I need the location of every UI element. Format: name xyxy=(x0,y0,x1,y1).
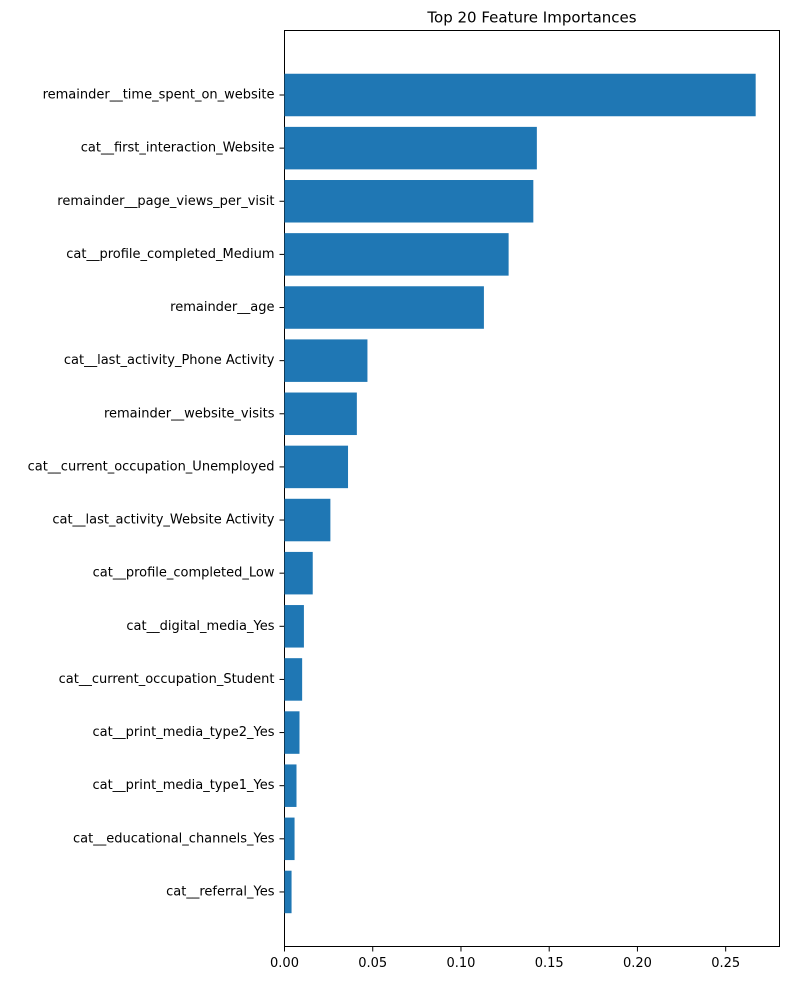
y-tick-label: cat__current_occupation_Student xyxy=(59,672,275,687)
bar xyxy=(284,711,300,754)
y-tick-label: cat__current_occupation_Unemployed xyxy=(28,459,275,474)
bar xyxy=(284,605,304,648)
bar xyxy=(284,180,534,223)
y-tick-label: cat__last_activity_Phone Activity xyxy=(64,353,275,368)
bar xyxy=(284,445,349,489)
bar xyxy=(284,126,537,170)
y-tick-label: cat__profile_completed_Low xyxy=(93,566,275,581)
bar xyxy=(284,73,756,117)
x-tick-label: 0.20 xyxy=(623,956,652,971)
y-tick-label: cat__referral_Yes xyxy=(166,884,275,899)
bar xyxy=(284,870,292,914)
bar xyxy=(284,498,331,542)
y-tick-label: remainder__website_visits xyxy=(104,406,275,421)
bar xyxy=(284,339,368,382)
x-tick-label: 0.05 xyxy=(358,956,387,971)
y-tick-label: cat__print_media_type1_Yes xyxy=(92,778,274,793)
y-tick-label: cat__profile_completed_Medium xyxy=(66,247,274,262)
y-tick-label: cat__last_activity_Website Activity xyxy=(52,513,274,528)
bar xyxy=(284,233,509,276)
bar xyxy=(284,817,295,861)
x-tick-label: 0.10 xyxy=(446,956,475,971)
plot-frame xyxy=(284,30,780,947)
bar xyxy=(284,658,303,701)
bar xyxy=(284,764,297,807)
y-tick-label: remainder__age xyxy=(170,300,274,315)
y-tick-label: remainder__time_spent_on_website xyxy=(43,88,275,103)
y-tick-label: cat__first_interaction_Website xyxy=(81,141,275,156)
x-tick-label: 0.15 xyxy=(535,956,564,971)
y-tick-label: cat__educational_channels_Yes xyxy=(73,831,275,846)
y-tick-label: cat__digital_media_Yes xyxy=(126,619,274,634)
x-tick-label: 0.00 xyxy=(270,956,299,971)
y-tick-label: cat__print_media_type2_Yes xyxy=(92,725,274,740)
bar xyxy=(284,392,357,436)
bar xyxy=(284,286,484,329)
chart-title: Top 20 Feature Importances xyxy=(426,9,636,27)
x-tick-label: 0.25 xyxy=(711,956,740,971)
y-tick-label: remainder__page_views_per_visit xyxy=(57,194,274,209)
bar xyxy=(284,551,313,595)
